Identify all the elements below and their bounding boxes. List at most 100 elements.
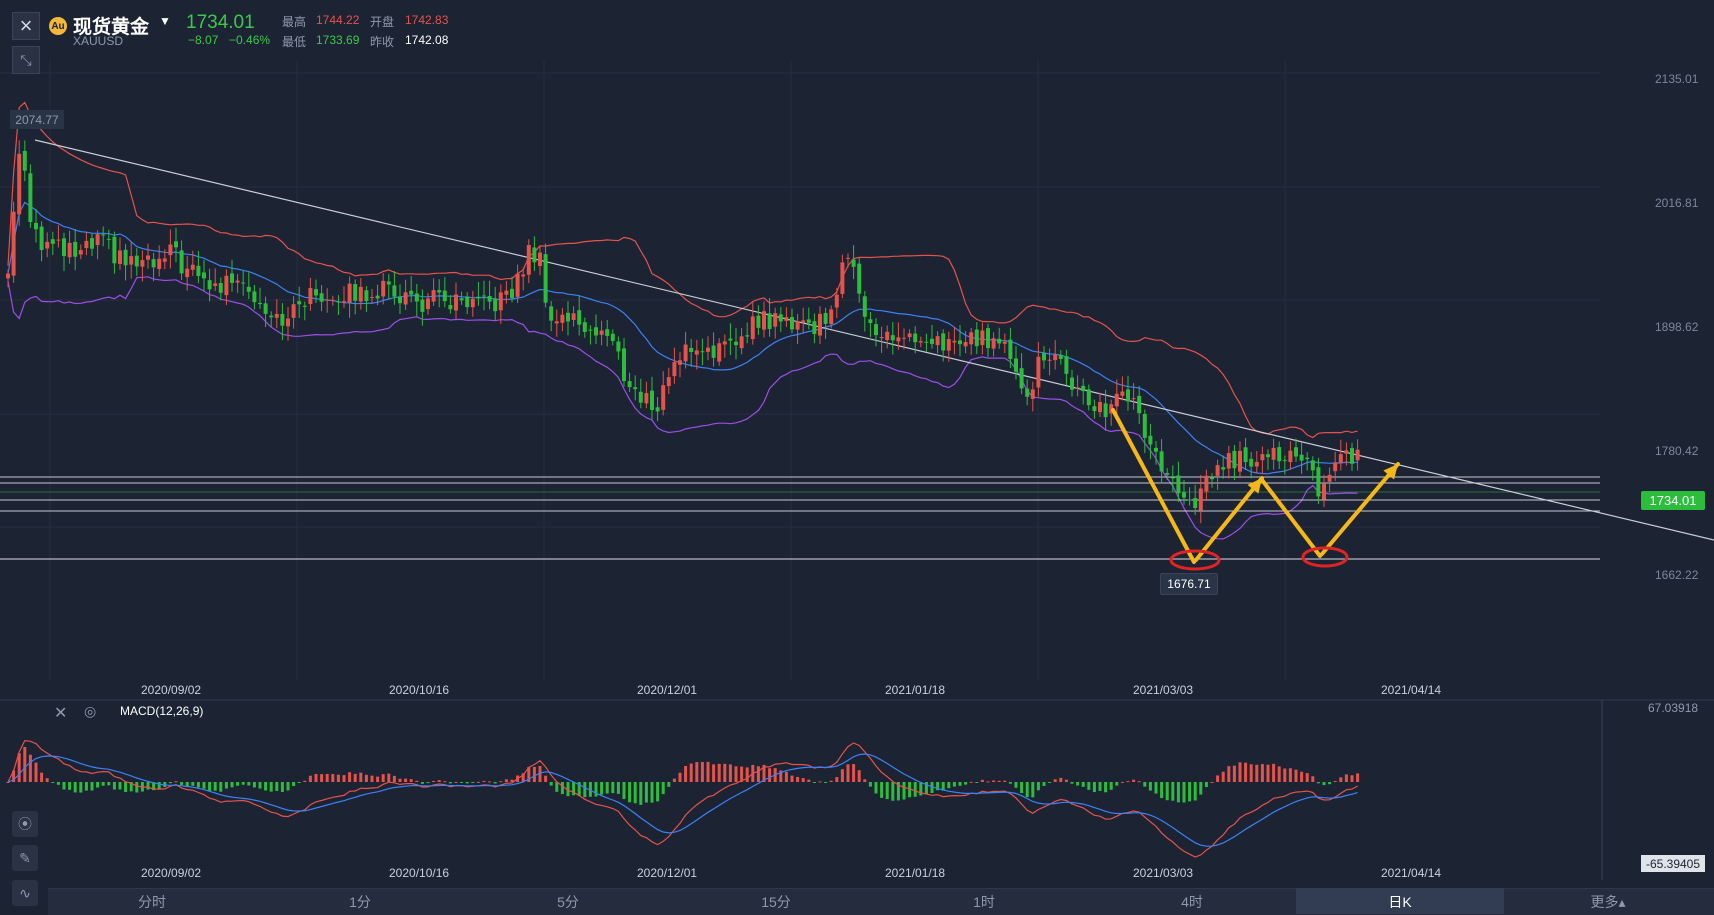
candle-body xyxy=(1226,453,1231,469)
macd-histogram-bar xyxy=(712,764,716,782)
macd-histogram-bar xyxy=(1277,766,1281,782)
macd-histogram-bar xyxy=(958,782,962,786)
candle-body xyxy=(1137,395,1142,414)
macd-histogram-bar xyxy=(409,779,413,782)
tab-5min[interactable]: 5分 xyxy=(557,894,579,910)
price-tick: 1898.62 xyxy=(1655,320,1699,334)
macd-histogram-bar xyxy=(398,778,402,782)
candle-body xyxy=(1170,477,1175,479)
macd-histogram-bar xyxy=(118,782,122,790)
candle-body xyxy=(627,381,632,388)
candle-body xyxy=(801,320,806,323)
candle-body xyxy=(902,337,906,339)
macd-histogram-bar xyxy=(762,764,766,782)
candle-body xyxy=(274,313,279,318)
candle-body xyxy=(196,265,201,276)
candle-body xyxy=(1070,377,1074,390)
bottom-circle xyxy=(1301,546,1349,568)
candle-body xyxy=(655,407,660,412)
candle-body xyxy=(767,313,772,329)
macd-histogram-bar xyxy=(1294,769,1298,782)
macd-histogram-bar xyxy=(555,782,559,792)
candle-body xyxy=(1299,454,1304,461)
macd-histogram-bar xyxy=(1092,782,1096,793)
macd-histogram-bar xyxy=(504,779,508,782)
macd-histogram-bar xyxy=(560,782,564,795)
macd-histogram-bar xyxy=(23,747,27,782)
candle-body xyxy=(353,284,358,301)
macd-histogram-bar xyxy=(241,782,245,785)
macd-histogram-bar xyxy=(1165,782,1169,801)
collapse-icon[interactable]: ⤡ xyxy=(12,46,40,74)
candle-body xyxy=(17,153,22,215)
macd-histogram-bar xyxy=(252,782,256,788)
candle-body xyxy=(538,252,542,267)
macd-histogram-bar xyxy=(734,766,738,782)
macd-histogram-bar xyxy=(796,776,800,782)
bollinger-middle xyxy=(7,201,1358,475)
candle-body xyxy=(818,313,822,336)
tab-15min[interactable]: 15分 xyxy=(761,894,791,910)
macd-histogram-bar xyxy=(353,773,357,782)
tab-1hour[interactable]: 1时 xyxy=(973,894,995,910)
candle-body xyxy=(174,241,178,248)
chevron-down-icon[interactable]: ▼ xyxy=(159,14,171,28)
candle-body xyxy=(599,330,604,335)
macd-histogram-bar xyxy=(45,778,49,782)
tab-more[interactable]: 更多▴ xyxy=(1590,894,1626,910)
candle-body xyxy=(907,333,912,338)
candle-body xyxy=(1109,404,1114,414)
candle-body xyxy=(269,315,274,318)
candle-body xyxy=(941,333,946,351)
current-price-tag: 1734.01 xyxy=(1641,491,1705,510)
tab-1min[interactable]: 1分 xyxy=(349,894,371,910)
macd-histogram-bar xyxy=(1160,782,1164,799)
candle-body xyxy=(1142,413,1147,438)
candle-body xyxy=(1355,449,1360,461)
macd-histogram-bar xyxy=(790,775,794,782)
macd-histogram-bar xyxy=(885,782,889,800)
candle-body xyxy=(185,268,190,278)
close-button[interactable]: × xyxy=(12,12,40,40)
candle-body xyxy=(986,328,990,349)
macd-histogram-bar xyxy=(135,782,139,793)
macd-histogram-bar xyxy=(992,780,996,782)
symbol-name[interactable]: 现货黄金 xyxy=(73,17,150,38)
macd-histogram-bar xyxy=(314,773,318,782)
tab-4hour[interactable]: 4时 xyxy=(1181,894,1203,910)
gear-icon[interactable]: ◎ xyxy=(84,703,97,719)
macd-histogram-bar xyxy=(880,782,884,798)
pen-icon[interactable]: ✎ xyxy=(12,845,38,871)
macd-histogram-bar xyxy=(129,782,133,792)
candle-body xyxy=(689,347,694,353)
candle-body xyxy=(465,296,470,308)
trendline-icon[interactable]: ∿ xyxy=(12,880,38,906)
close-icon[interactable]: ✕ xyxy=(54,705,68,722)
macd-histogram-bar xyxy=(1216,775,1220,782)
indicator-icon[interactable]: ⦿ xyxy=(12,811,38,837)
candle-body xyxy=(644,393,649,404)
macd-histogram-bar xyxy=(376,776,380,782)
macd-histogram-bar xyxy=(1059,777,1063,782)
candle-body xyxy=(1081,385,1086,392)
candle-body xyxy=(1165,472,1170,475)
candle-body xyxy=(1260,454,1265,461)
last-price: 1734.01 xyxy=(186,12,255,33)
candle-body xyxy=(812,321,817,335)
tab-daily[interactable]: 日K xyxy=(1388,894,1412,910)
candle-body xyxy=(409,290,414,295)
candle-body xyxy=(622,348,626,381)
candle-body xyxy=(683,344,688,362)
candle-body xyxy=(666,377,671,387)
candle-body xyxy=(1232,450,1237,469)
macd-histogram-bar xyxy=(639,782,643,805)
candle-body xyxy=(252,291,257,303)
candle-body xyxy=(437,290,442,293)
candle-body xyxy=(997,338,1002,344)
macd-histogram-bar xyxy=(1339,777,1343,782)
macd-histogram-bar xyxy=(185,782,189,787)
candle-body xyxy=(756,315,761,328)
candle-body xyxy=(347,283,352,303)
tab-minute[interactable]: 分时 xyxy=(138,894,166,910)
